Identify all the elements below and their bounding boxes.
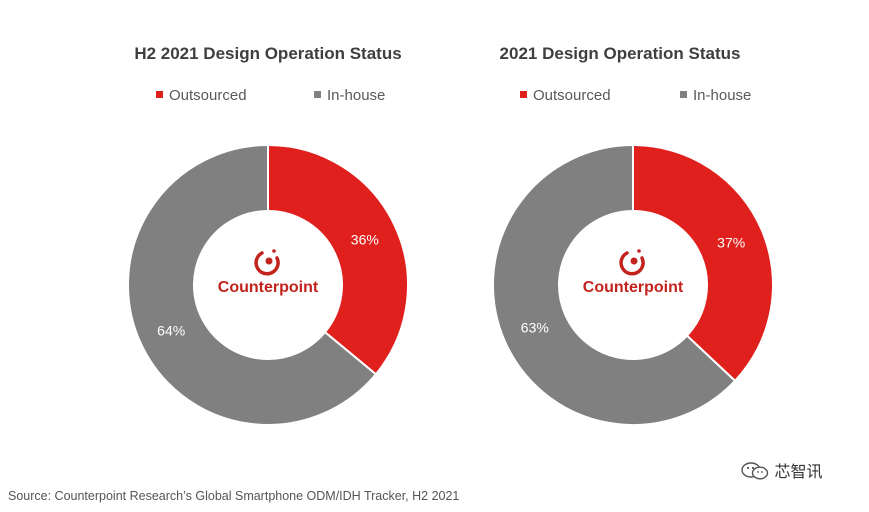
donut-chart: 36% 64% Counterpoint (127, 143, 409, 426)
watermark-text: 芯智讯 (774, 464, 823, 481)
wechat-icon (741, 462, 769, 480)
donut-slice-inhouse (127, 143, 378, 426)
legend-item-outsourced: Outsourced (520, 87, 611, 104)
counterpoint-logo: Counterpoint (583, 249, 684, 296)
legend-swatch (156, 91, 163, 98)
donut-chart: 37% 63% Counterpoint (492, 143, 775, 426)
data-label: 64% (157, 323, 185, 339)
chart-title: H2 2021 Design Operation Status (134, 44, 402, 63)
donut-slice-outsourced (267, 143, 409, 376)
donut-slice-outsourced (632, 143, 775, 383)
chart-title: 2021 Design Operation Status (499, 44, 741, 63)
legend-label: Outsourced (533, 87, 611, 104)
legend-swatch (680, 91, 687, 98)
legend-label: In-house (327, 87, 386, 104)
counterpoint-logo: Counterpoint (218, 249, 319, 296)
legend-label: Outsourced (169, 87, 247, 104)
legend-item-inhouse: In-house (680, 87, 751, 104)
data-label: 63% (521, 319, 549, 335)
watermark: 芯智讯 (740, 458, 822, 482)
donut-slice-inhouse (492, 143, 737, 426)
logo-text: Counterpoint (583, 279, 684, 296)
data-label: 36% (351, 231, 379, 247)
legend-item-outsourced: Outsourced (156, 87, 247, 104)
data-label: 37% (717, 235, 745, 251)
legend-swatch (314, 91, 321, 98)
source-note: Source: Counterpoint Research’s Global S… (8, 489, 460, 503)
legend-swatch (520, 91, 527, 98)
logo-text: Counterpoint (218, 279, 319, 296)
legend-label: In-house (693, 87, 752, 104)
legend-item-inhouse: In-house (314, 87, 385, 104)
